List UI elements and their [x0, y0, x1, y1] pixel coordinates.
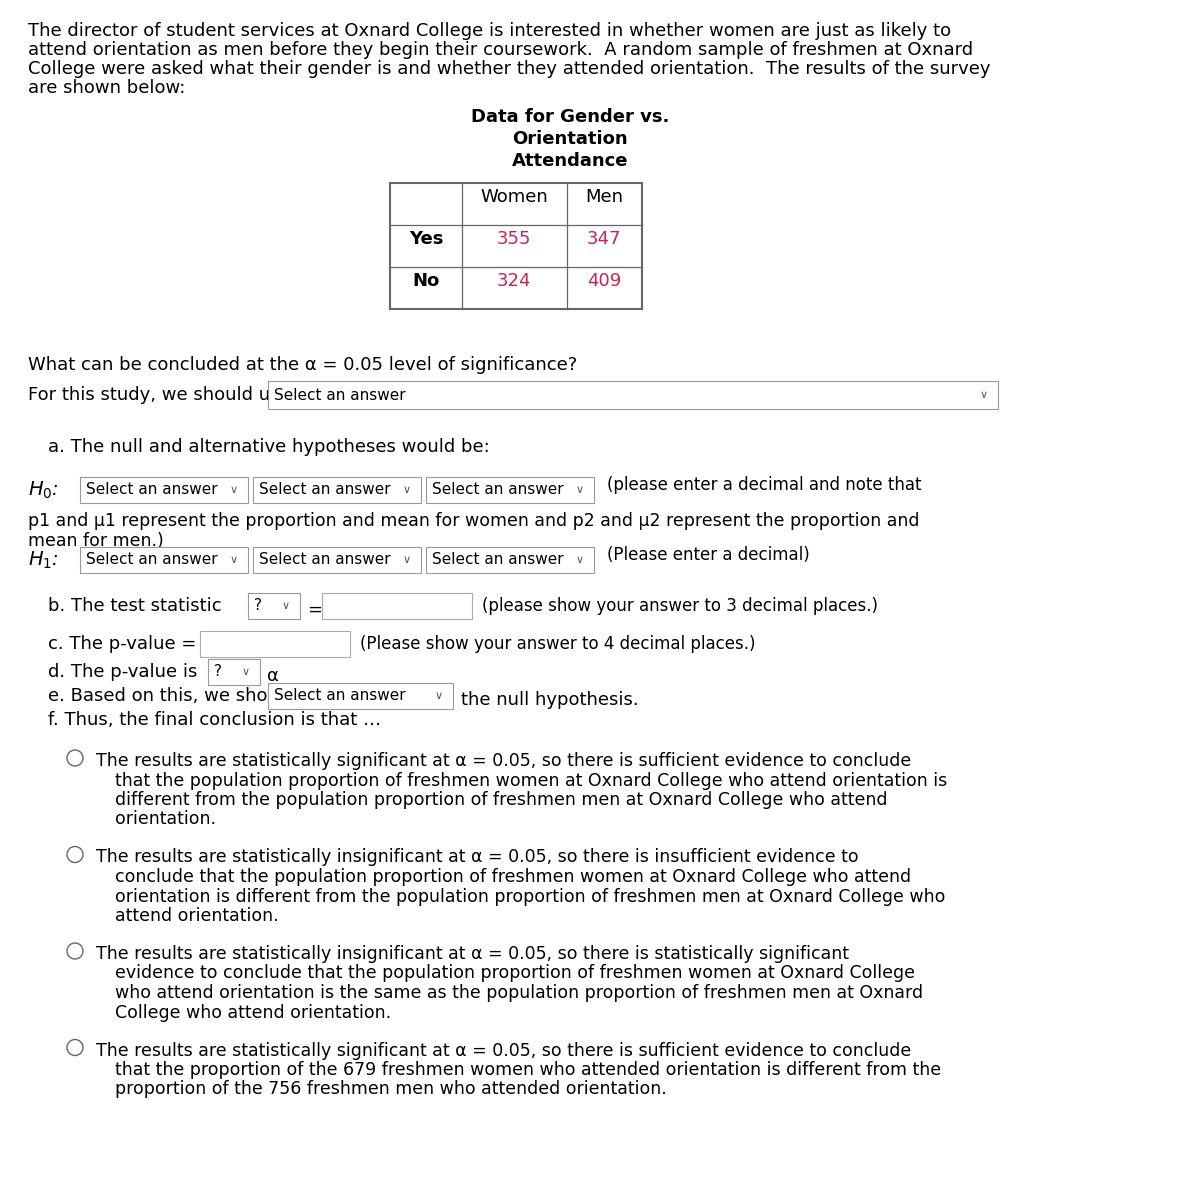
- Bar: [80, 547, 248, 573]
- Text: What can be concluded at the α = 0.05 level of significance?: What can be concluded at the α = 0.05 le…: [28, 356, 577, 374]
- Text: d. The p-value is: d. The p-value is: [48, 664, 197, 682]
- Bar: [200, 631, 350, 657]
- Text: Select an answer: Select an answer: [259, 553, 391, 567]
- Text: ?: ?: [214, 665, 222, 679]
- Text: ∨: ∨: [434, 691, 443, 701]
- Text: orientation is different from the population proportion of freshmen men at Oxnar: orientation is different from the popula…: [115, 887, 946, 905]
- Circle shape: [67, 846, 83, 863]
- Text: Yes: Yes: [409, 230, 443, 248]
- Text: (Please show your answer to 4 decimal places.): (Please show your answer to 4 decimal pl…: [360, 635, 756, 653]
- Text: Men: Men: [586, 188, 623, 206]
- Bar: [248, 593, 300, 619]
- Text: College who attend orientation.: College who attend orientation.: [115, 1004, 391, 1022]
- Text: that the population proportion of freshmen women at Oxnard College who attend or: that the population proportion of freshm…: [115, 772, 947, 790]
- Text: College were asked what their gender is and whether they attended orientation.  : College were asked what their gender is …: [28, 60, 990, 78]
- Text: No: No: [413, 272, 439, 290]
- Text: f. Thus, the final conclusion is that …: f. Thus, the final conclusion is that …: [48, 712, 382, 728]
- Text: ∨: ∨: [230, 484, 238, 495]
- Bar: [390, 183, 642, 309]
- Bar: [426, 477, 594, 502]
- Text: who attend orientation is the same as the population proportion of freshmen men : who attend orientation is the same as th…: [115, 984, 923, 1002]
- Text: The results are statistically insignificant at α = 0.05, so there is insufficien: The results are statistically insignific…: [96, 849, 859, 867]
- Text: 347: 347: [587, 230, 622, 248]
- Text: (please show your answer to 3 decimal places.): (please show your answer to 3 decimal pl…: [482, 597, 878, 615]
- Text: (please enter a decimal and note that: (please enter a decimal and note that: [607, 476, 922, 494]
- Text: (Please enter a decimal): (Please enter a decimal): [607, 546, 810, 564]
- Text: 324: 324: [497, 272, 532, 290]
- Circle shape: [67, 1040, 83, 1055]
- Text: b. The test statistic: b. The test statistic: [48, 597, 222, 615]
- Text: α: α: [266, 667, 278, 685]
- Text: ∨: ∨: [403, 484, 412, 495]
- Text: a. The null and alternative hypotheses would be:: a. The null and alternative hypotheses w…: [48, 438, 490, 456]
- Text: The results are statistically insignificant at α = 0.05, so there is statistical: The results are statistically insignific…: [96, 945, 850, 963]
- Text: orientation.: orientation.: [115, 810, 216, 828]
- Text: Select an answer: Select an answer: [432, 553, 564, 567]
- Text: different from the population proportion of freshmen men at Oxnard College who a: different from the population proportion…: [115, 791, 888, 809]
- Text: ∨: ∨: [576, 484, 584, 495]
- Text: Orientation: Orientation: [512, 130, 628, 148]
- Text: 355: 355: [497, 230, 532, 248]
- Text: attend orientation.: attend orientation.: [115, 908, 278, 926]
- Text: Select an answer: Select an answer: [259, 482, 391, 498]
- Text: Select an answer: Select an answer: [432, 482, 564, 498]
- Text: Select an answer: Select an answer: [274, 387, 406, 403]
- Text: Select an answer: Select an answer: [86, 553, 217, 567]
- Text: The director of student services at Oxnard College is interested in whether wome: The director of student services at Oxna…: [28, 22, 952, 40]
- Text: ?: ?: [254, 599, 262, 613]
- Circle shape: [67, 750, 83, 766]
- Text: The results are statistically significant at α = 0.05, so there is sufficient ev: The results are statistically significan…: [96, 1041, 911, 1059]
- Text: Data for Gender vs.: Data for Gender vs.: [470, 108, 670, 126]
- Text: are shown below:: are shown below:: [28, 79, 185, 97]
- Text: c. The p-value =: c. The p-value =: [48, 635, 197, 653]
- Text: attend orientation as men before they begin their coursework.  A random sample o: attend orientation as men before they be…: [28, 41, 973, 59]
- Text: conclude that the population proportion of freshmen women at Oxnard College who : conclude that the population proportion …: [115, 868, 911, 886]
- Text: 409: 409: [587, 272, 622, 290]
- Text: the null hypothesis.: the null hypothesis.: [461, 691, 638, 709]
- Bar: [208, 659, 260, 685]
- Text: $H_1$:: $H_1$:: [28, 549, 59, 571]
- Text: Select an answer: Select an answer: [86, 482, 217, 498]
- Text: ∨: ∨: [576, 555, 584, 565]
- Bar: [268, 683, 454, 709]
- Text: mean for men.): mean for men.): [28, 532, 163, 551]
- Text: ∨: ∨: [230, 555, 238, 565]
- Bar: [253, 477, 421, 502]
- Text: proportion of the 756 freshmen men who attended orientation.: proportion of the 756 freshmen men who a…: [115, 1081, 667, 1099]
- Text: Select an answer: Select an answer: [274, 689, 406, 703]
- Circle shape: [67, 944, 83, 959]
- Text: Women: Women: [480, 188, 548, 206]
- Text: ∨: ∨: [403, 555, 412, 565]
- Text: The results are statistically significant at α = 0.05, so there is sufficient ev: The results are statistically significan…: [96, 752, 911, 770]
- Text: For this study, we should use: For this study, we should use: [28, 386, 290, 404]
- Bar: [268, 381, 998, 409]
- Text: p1 and μ1 represent the proportion and mean for women and p2 and μ2 represent th: p1 and μ1 represent the proportion and m…: [28, 512, 919, 530]
- Text: evidence to conclude that the population proportion of freshmen women at Oxnard : evidence to conclude that the population…: [115, 964, 916, 982]
- Text: e. Based on this, we should: e. Based on this, we should: [48, 688, 295, 706]
- Text: that the proportion of the 679 freshmen women who attended orientation is differ: that the proportion of the 679 freshmen …: [115, 1061, 941, 1079]
- Text: $H_0$:: $H_0$:: [28, 480, 59, 501]
- Text: ∨: ∨: [980, 389, 988, 400]
- Text: Attendance: Attendance: [511, 151, 629, 169]
- Bar: [253, 547, 421, 573]
- Text: =: =: [307, 601, 322, 619]
- Bar: [80, 477, 248, 502]
- Text: ∨: ∨: [242, 667, 250, 677]
- Text: ∨: ∨: [282, 601, 290, 611]
- Bar: [322, 593, 472, 619]
- Bar: [426, 547, 594, 573]
